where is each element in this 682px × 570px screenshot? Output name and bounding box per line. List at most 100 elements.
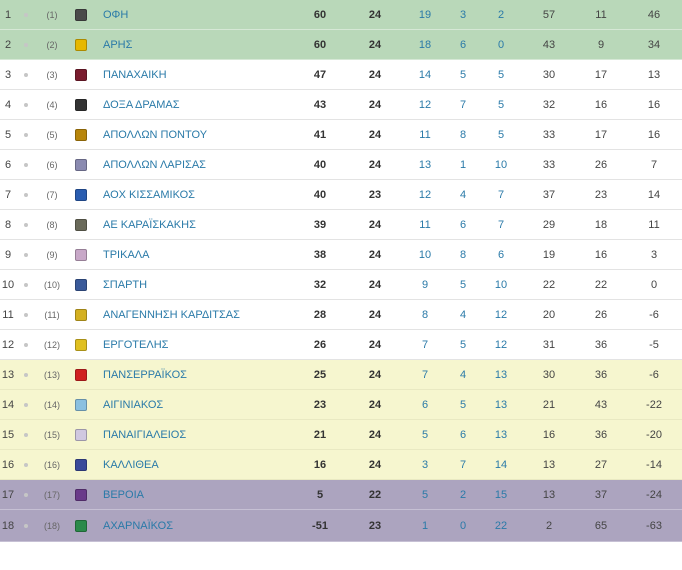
position-cell: 8 [4, 218, 12, 231]
goal-difference-cell: 14 [647, 188, 661, 201]
trend-dot-icon [22, 30, 30, 59]
table-row: 5 (5) ΑΠΟΛΛΩΝ ΠΟΝΤΟΥ 41 24 11 8 5 33 17 … [0, 120, 682, 150]
trend-dot-icon [22, 360, 30, 389]
team-name-link[interactable]: ΑΟΧ ΚΙΣΣΑΜΙΚΟΣ [103, 188, 195, 201]
table-row: 11 (11) ΑΝΑΓΕΝΝΗΣΗ ΚΑΡΔΙΤΣΑΣ 28 24 8 4 1… [0, 300, 682, 330]
team-name-link[interactable]: ΔΟΞΑ ΔΡΑΜΑΣ [103, 98, 180, 111]
team-logo-icon [72, 360, 90, 389]
losses-cell: 5 [497, 68, 505, 81]
draws-cell: 6 [459, 428, 467, 441]
previous-position-cell: (8) [46, 219, 58, 230]
goals-against-cell: 22 [594, 278, 608, 291]
goals-against-cell: 65 [594, 519, 608, 532]
team-logo-icon [72, 180, 90, 209]
trend-dot-icon [22, 270, 30, 299]
losses-cell: 7 [497, 218, 505, 231]
team-name-link[interactable]: ΕΡΓΟΤΕΛΗΣ [103, 338, 169, 351]
trend-dot-icon [22, 60, 30, 89]
games-played-cell: 24 [368, 68, 382, 81]
wins-cell: 12 [418, 98, 432, 111]
previous-position-cell: (11) [44, 309, 60, 320]
draws-cell: 1 [459, 158, 467, 171]
draws-cell: 8 [459, 128, 467, 141]
table-row: 2 (2) ΑΡΗΣ 60 24 18 6 0 43 9 34 [0, 30, 682, 60]
team-logo-icon [72, 390, 90, 419]
team-name-link[interactable]: ΑΝΑΓΕΝΝΗΣΗ ΚΑΡΔΙΤΣΑΣ [103, 308, 240, 321]
losses-cell: 10 [494, 278, 508, 291]
team-name-link[interactable]: ΠΑΝΣΕΡΡΑΪΚΟΣ [103, 368, 187, 381]
trend-dot-icon [22, 210, 30, 239]
position-cell: 13 [1, 368, 15, 381]
team-name-link[interactable]: ΤΡΙΚΑΛΑ [103, 248, 150, 261]
goal-difference-cell: 16 [647, 128, 661, 141]
previous-position-cell: (13) [43, 369, 60, 380]
draws-cell: 0 [459, 519, 467, 532]
previous-position-cell: (16) [43, 459, 60, 470]
draws-cell: 7 [459, 458, 467, 471]
goal-difference-cell: -22 [646, 398, 662, 411]
wins-cell: 13 [418, 158, 432, 171]
position-cell: 4 [4, 98, 12, 111]
points-cell: 16 [313, 458, 327, 471]
team-name-link[interactable]: ΠΑΝΑΙΓΙΑΛΕΙΟΣ [103, 428, 187, 441]
position-cell: 16 [1, 458, 15, 471]
team-logo-icon [72, 420, 90, 449]
goals-for-cell: 22 [542, 278, 556, 291]
team-name-link[interactable]: ΑΧΑΡΝΑΪΚΟΣ [103, 519, 174, 532]
team-logo-icon [72, 150, 90, 179]
wins-cell: 1 [421, 519, 429, 532]
previous-position-cell: (10) [43, 279, 60, 290]
games-played-cell: 24 [368, 98, 382, 111]
team-logo-icon [72, 450, 90, 479]
trend-dot-icon [22, 0, 30, 29]
points-cell: 25 [313, 368, 327, 381]
trend-dot-icon [22, 390, 30, 419]
team-name-link[interactable]: ΑΕ ΚΑΡΑΪΣΚΑΚΗΣ [103, 218, 196, 231]
goals-for-cell: 16 [542, 428, 556, 441]
table-row: 12 (12) ΕΡΓΟΤΕΛΗΣ 26 24 7 5 12 31 36 -5 [0, 330, 682, 360]
team-name-link[interactable]: ΠΑΝΑΧΑΙΚΗ [103, 68, 167, 81]
goals-for-cell: 31 [542, 338, 556, 351]
goals-for-cell: 21 [542, 398, 556, 411]
games-played-cell: 24 [368, 428, 382, 441]
team-name-link[interactable]: ΑΙΓΙΝΙΑΚΟΣ [103, 398, 164, 411]
wins-cell: 12 [418, 188, 432, 201]
team-name-link[interactable]: ΑΠΟΛΛΩΝ ΠΟΝΤΟΥ [103, 128, 208, 141]
previous-position-cell: (4) [46, 99, 58, 110]
table-row: 7 (7) ΑΟΧ ΚΙΣΣΑΜΙΚΟΣ 40 23 12 4 7 37 23 … [0, 180, 682, 210]
goals-against-cell: 26 [594, 158, 608, 171]
table-row: 16 (16) ΚΑΛΛΙΘΕΑ 16 24 3 7 14 13 27 -14 [0, 450, 682, 480]
trend-dot-icon [22, 90, 30, 119]
goals-for-cell: 13 [542, 488, 556, 501]
table-row: 3 (3) ΠΑΝΑΧΑΙΚΗ 47 24 14 5 5 30 17 13 [0, 60, 682, 90]
games-played-cell: 24 [368, 128, 382, 141]
team-name-link[interactable]: ΟΦΗ [103, 8, 129, 21]
draws-cell: 4 [459, 308, 467, 321]
previous-position-cell: (9) [46, 249, 58, 260]
team-name-link[interactable]: ΑΡΗΣ [103, 38, 133, 51]
draws-cell: 4 [459, 368, 467, 381]
team-name-link[interactable]: ΣΠΑΡΤΗ [103, 278, 148, 291]
team-name-link[interactable]: ΚΑΛΛΙΘΕΑ [103, 458, 159, 471]
team-logo-icon [72, 330, 90, 359]
previous-position-cell: (6) [46, 159, 58, 170]
goals-for-cell: 43 [542, 38, 556, 51]
team-logo-icon [72, 510, 90, 541]
position-cell: 18 [1, 519, 15, 532]
points-cell: 40 [313, 188, 327, 201]
team-name-link[interactable]: ΑΠΟΛΛΩΝ ΛΑΡΙΣΑΣ [103, 158, 206, 171]
table-row: 17 (17) ΒΕΡΟΙΑ 5 22 5 2 15 13 37 -24 [0, 480, 682, 510]
draws-cell: 5 [459, 338, 467, 351]
position-cell: 2 [4, 38, 12, 51]
games-played-cell: 24 [368, 218, 382, 231]
table-row: 10 (10) ΣΠΑΡΤΗ 32 24 9 5 10 22 22 0 [0, 270, 682, 300]
position-cell: 1 [4, 8, 12, 21]
games-played-cell: 23 [368, 188, 382, 201]
goals-against-cell: 16 [594, 98, 608, 111]
position-cell: 6 [4, 158, 12, 171]
losses-cell: 2 [497, 8, 505, 21]
wins-cell: 11 [419, 218, 431, 231]
team-name-link[interactable]: ΒΕΡΟΙΑ [103, 488, 144, 501]
games-played-cell: 24 [368, 458, 382, 471]
previous-position-cell: (1) [46, 9, 58, 20]
